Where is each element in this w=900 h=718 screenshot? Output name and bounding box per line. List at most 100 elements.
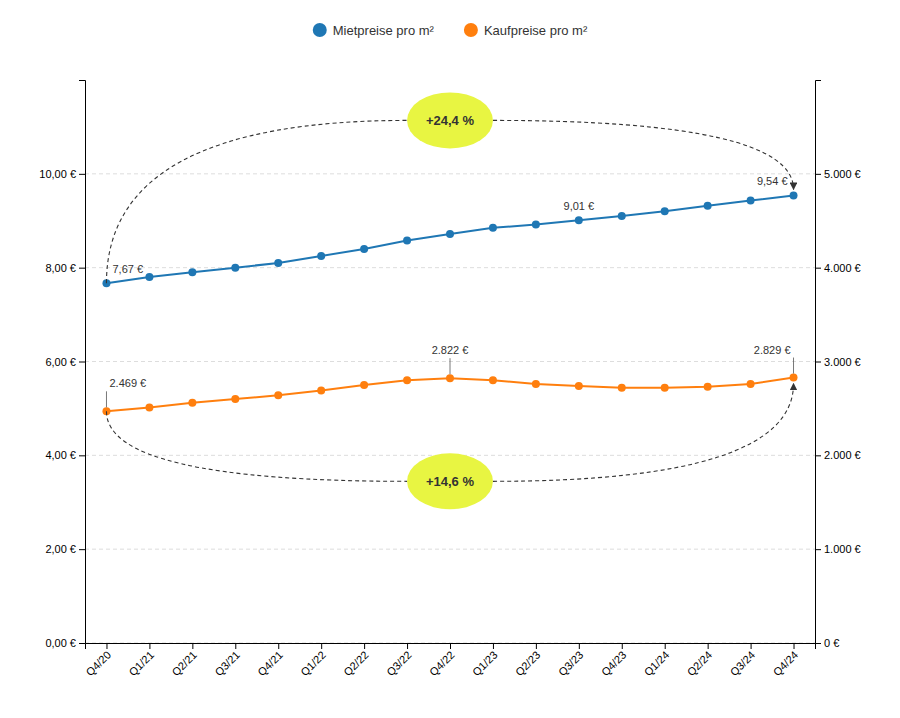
x-tick-label: Q4/22 <box>427 649 457 679</box>
data-labels: 7,67 €9,01 €9,54 €2.469 €2.822 €2.829 € <box>106 175 793 407</box>
x-tick-label: Q1/23 <box>470 649 500 679</box>
trend-arrow <box>493 120 794 189</box>
y-tick: 10,00 € <box>39 168 85 180</box>
annotation-text: +14,6 % <box>426 474 475 489</box>
data-label: 9,01 € <box>564 200 595 212</box>
series-point <box>489 376 497 384</box>
x-tick: Q2/22 <box>341 643 371 678</box>
x-tick-label: Q3/23 <box>556 649 586 679</box>
series-point <box>145 273 153 281</box>
x-tick-label: Q4/20 <box>84 649 114 679</box>
x-tick-label: Q2/24 <box>685 649 715 679</box>
x-axis: Q4/20Q1/21Q2/21Q3/21Q4/21Q1/22Q2/22Q3/22… <box>84 643 816 678</box>
data-area <box>102 191 797 415</box>
x-tick-mark <box>794 643 795 649</box>
x-tick-label: Q2/22 <box>341 649 371 679</box>
x-tick-mark <box>364 643 365 649</box>
annotation-bubble <box>407 453 493 509</box>
legend: Mietpreise pro m²Kaufpreise pro m² <box>313 23 588 38</box>
trend-arc <box>106 411 407 481</box>
x-axis-line <box>86 644 816 650</box>
x-tick: Q2/23 <box>513 643 543 678</box>
series-point <box>274 391 282 399</box>
y-tick-mark <box>79 455 85 456</box>
y2-tick: 4.000 € <box>815 262 861 274</box>
series-point <box>403 236 411 244</box>
y-tick: 2,00 € <box>45 543 85 555</box>
grid-line <box>85 267 815 268</box>
grid-line <box>85 173 815 174</box>
y-tick: 6,00 € <box>45 356 85 368</box>
series-point <box>231 264 239 272</box>
x-tick: Q4/21 <box>255 643 285 678</box>
y2-tick-mark <box>815 549 821 550</box>
series-point <box>403 376 411 384</box>
x-tick-mark <box>708 643 709 649</box>
y2-tick-mark <box>815 362 821 363</box>
y2-tick-label: 4.000 € <box>824 262 861 274</box>
y2-tick: 2.000 € <box>815 449 861 461</box>
series-point <box>790 374 798 382</box>
series-point <box>446 374 454 382</box>
x-tick: Q4/20 <box>84 643 114 678</box>
y2-tick-mark <box>815 455 821 456</box>
x-tick-label: Q4/23 <box>599 649 629 679</box>
x-tick-label: Q4/24 <box>771 649 801 679</box>
x-tick: Q3/24 <box>728 643 758 678</box>
x-tick: Q1/21 <box>126 643 156 678</box>
y2-tick-label: 1.000 € <box>824 543 861 555</box>
y-tick-label: 6,00 € <box>45 356 76 368</box>
x-tick-mark <box>149 643 150 649</box>
x-tick-mark <box>321 643 322 649</box>
y-tick-label: 10,00 € <box>39 168 76 180</box>
series-line <box>106 195 793 283</box>
y-tick: 0,00 € <box>45 637 85 649</box>
x-tick-mark <box>407 643 408 649</box>
y-tick-mark <box>79 362 85 363</box>
label-leader <box>793 358 794 374</box>
x-tick-label: Q1/22 <box>298 649 328 679</box>
trend-arc <box>106 120 407 283</box>
x-tick-label: Q3/24 <box>728 649 758 679</box>
data-label: 9,54 € <box>757 175 788 187</box>
y2-tick-label: 0 € <box>824 637 839 649</box>
y-tick-label: 8,00 € <box>45 262 76 274</box>
y2-tick: 3.000 € <box>815 356 861 368</box>
y-tick-mark <box>79 174 85 175</box>
x-tick-label: Q1/24 <box>642 649 672 679</box>
series-point <box>188 268 196 276</box>
x-tick-mark <box>278 643 279 649</box>
y2-axis: 0 €1.000 €2.000 €3.000 €4.000 €5.000 € <box>815 81 861 650</box>
y2-axis-line <box>816 81 822 644</box>
x-tick-label: Q3/22 <box>384 649 414 679</box>
y-tick-label: 2,00 € <box>45 543 76 555</box>
chart: 0,00 € 2,00 € 4,00 € 6,00 € 8,00 € 10,00 € 0 €… <box>0 0 900 718</box>
series-point <box>317 252 325 260</box>
trend-arrow <box>493 384 794 482</box>
y-tick: 4,00 € <box>45 449 85 461</box>
series-point <box>532 380 540 388</box>
data-label: 2.469 € <box>109 377 146 389</box>
x-tick-label: Q2/23 <box>513 649 543 679</box>
label-leader <box>450 358 451 374</box>
grid <box>85 174 815 643</box>
series-point <box>532 221 540 229</box>
x-tick-mark <box>622 643 623 649</box>
y-tick-mark <box>79 643 85 644</box>
series-point <box>704 202 712 210</box>
series-point <box>274 259 282 267</box>
y-tick-label: 4,00 € <box>45 449 76 461</box>
series-point <box>618 384 626 392</box>
x-tick-mark <box>665 643 666 649</box>
legend-item: Mietpreise pro m² <box>313 23 435 38</box>
y-tick: 8,00 € <box>45 262 85 274</box>
x-tick: Q3/22 <box>384 643 414 678</box>
y-tick-mark <box>79 268 85 269</box>
x-tick-mark <box>192 643 193 649</box>
x-tick: Q1/24 <box>642 643 672 678</box>
x-tick: Q1/22 <box>298 643 328 678</box>
x-tick-mark <box>106 643 107 649</box>
data-label: 7,67 € <box>112 263 143 275</box>
x-tick-label: Q2/21 <box>169 649 199 679</box>
y-tick-label: 0,00 € <box>45 637 76 649</box>
